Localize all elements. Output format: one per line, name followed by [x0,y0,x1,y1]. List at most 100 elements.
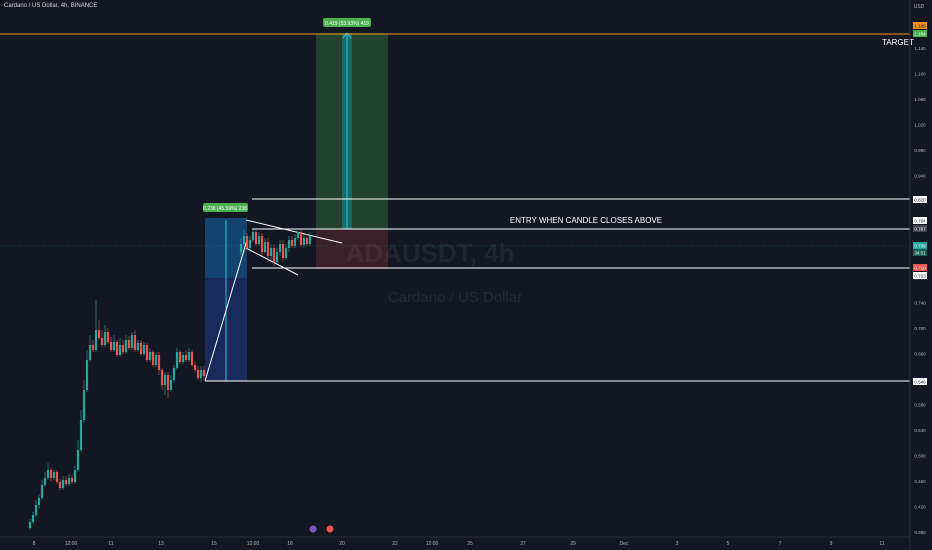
symbol-title[interactable]: Cardano / US Dollar, 4h, BINANCE [4,3,98,9]
candle-down [281,244,285,258]
watermark-subtitle: Cardano / US Dollar [388,289,522,306]
candle-up [103,332,107,345]
measure-right-stop [316,229,388,269]
time-axis[interactable]: 8 12:00 11 13 15 12:00 18 20 22 12:00 25 27 29 Dec 3 5 7… [33,541,885,547]
candle-down [109,342,113,350]
candle-up [248,240,252,248]
candle-down [157,355,161,370]
candle-up [181,355,185,362]
candle-down [266,242,270,256]
candle-up [269,248,273,256]
price-tick-label: 0.460 [914,479,926,484]
candle-up [94,330,98,350]
candle-up [169,380,173,390]
candle-up [296,232,300,238]
candle-up [163,375,167,385]
time-tick-label: 11 [879,541,884,547]
flag-lower-line [245,247,299,276]
candle-down [190,352,194,365]
candle-up [61,480,65,488]
candle-up [172,368,176,380]
candle-up [40,485,44,498]
candle-up [136,343,140,350]
price-axis[interactable]: USD 1.1401.1001.0601.0200.9800.9400.9000… [913,4,927,535]
candle-down [97,330,101,338]
candle-down [70,478,74,482]
watermark-title: ADAUSDT, 4h [345,238,514,268]
time-tick-label: 27 [520,541,526,547]
price-tag-current [913,242,927,249]
candle-down [196,370,200,378]
flag-upper-line [245,219,343,244]
time-tick-label: 25 [467,541,473,547]
candle-down [133,335,137,350]
candle-down [127,340,131,348]
price-tick-label: 1.140 [914,46,926,51]
price-tick-label: 1.100 [914,71,926,76]
candle-down [166,375,170,390]
time-tick-label: 12:00 [247,541,260,547]
time-tick-label: 11 [108,541,113,547]
price-tag-target [913,30,927,37]
time-tick-label: 20 [339,541,345,547]
candle-up [199,370,203,378]
candle-up [239,244,243,252]
candle-down [58,482,62,488]
price-tag-target-top [913,22,927,29]
time-tick-label: 13 [158,541,164,547]
time-tick-label: 12:00 [65,541,78,547]
time-tick-label: 3 [676,541,679,547]
candle-down [160,370,164,385]
candle-down [49,470,53,478]
price-tag-703 [913,272,927,279]
candle-up [28,522,32,528]
measure-right-area[interactable] [316,33,388,229]
candle-down [145,345,149,360]
candle-up [154,355,158,365]
candles-group [28,228,312,530]
candle-up [76,450,80,470]
price-tag-767 [913,225,927,232]
price-tick-label: 0.980 [914,148,926,153]
candle-down [100,338,104,345]
candle-up [263,242,267,252]
time-tick-label: 12:00 [426,541,439,547]
candle-down [115,342,119,355]
candle-up [142,345,146,354]
countdown-text: 34:51 [914,251,926,256]
candle-up [43,478,47,485]
time-tick-label: 29 [570,541,576,547]
event-icon-news[interactable] [326,525,334,533]
candle-down [260,236,264,252]
entry-label: ENTRY WHEN CANDLE CLOSES ABOVE [510,216,662,225]
candle-up [148,352,152,360]
candle-up [37,498,41,505]
candle-down [121,345,125,352]
price-tick-label: 0.700 [914,326,926,331]
candle-down [305,238,309,244]
candle-down [184,355,188,360]
time-tick-label: 5 [727,541,730,547]
candle-down [178,352,182,362]
time-tick-label: 18 [287,541,293,547]
time-tick-label: 7 [779,541,782,547]
candle-up [278,244,282,252]
candle-down [245,236,249,248]
candle-down [290,240,294,246]
candle-up [284,248,288,258]
candle-up [308,236,312,244]
price-tag-546-text: 0.546 [914,380,926,385]
event-icon-dividend[interactable] [309,525,317,533]
price-tick-label: 1.020 [914,122,926,127]
price-tag-820-text: 0.820 [914,198,926,203]
candle-up [118,345,122,355]
time-tick-label: 22 [392,541,398,547]
flagpole-line [204,239,248,382]
price-tick-label: 0.940 [914,173,926,178]
candle-down [106,332,110,342]
time-tick-label: Dec [620,541,629,547]
candle-up [85,360,89,390]
price-tick-label: 0.380 [914,530,926,535]
candle-down [139,343,143,354]
